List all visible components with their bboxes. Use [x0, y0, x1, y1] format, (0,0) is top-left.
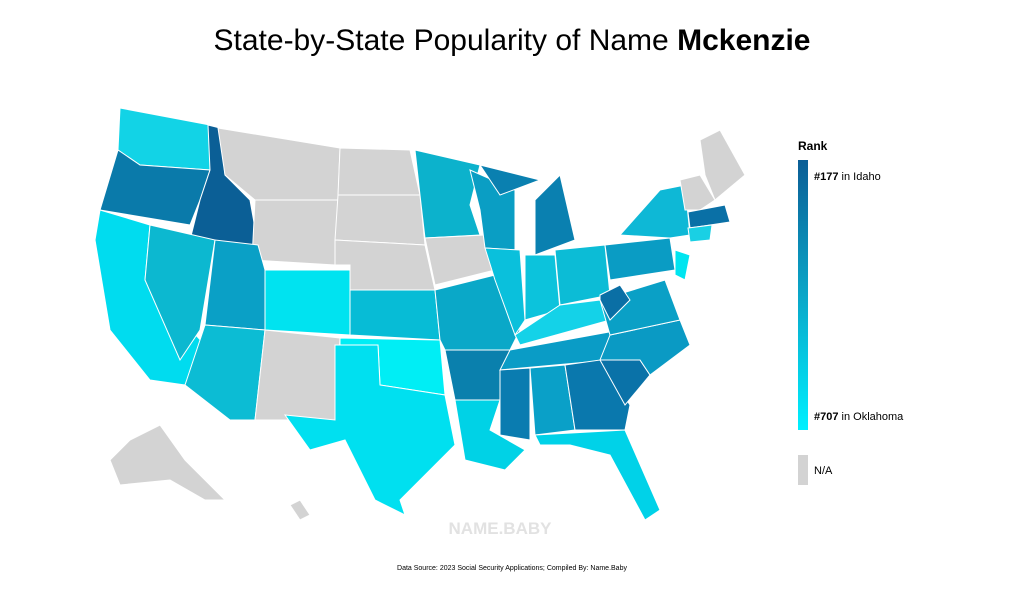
state — [699, 129, 746, 201]
legend-na: N/A — [814, 465, 833, 477]
legend-bottom-place: in Oklahoma — [842, 411, 905, 423]
watermark: NAME.BABY — [449, 519, 553, 538]
state — [564, 359, 631, 431]
state — [264, 269, 351, 336]
title: State-by-State Popularity of Name Mckenz… — [214, 24, 811, 57]
state — [484, 247, 526, 337]
state — [334, 194, 426, 246]
legend-na-swatch — [798, 455, 808, 485]
state — [414, 149, 481, 239]
state — [289, 499, 311, 521]
state — [204, 239, 266, 331]
legend: Rank #177 in Idaho #707 in Oklahoma N/A — [798, 139, 904, 485]
state — [349, 289, 441, 341]
state — [478, 164, 542, 196]
legend-top-rank: #177 — [814, 171, 838, 183]
legend-bottom-rank: #707 — [814, 411, 838, 423]
state — [679, 174, 716, 211]
title-prefix: State-by-State Popularity of Name — [214, 24, 669, 57]
state — [604, 237, 676, 281]
state — [687, 204, 731, 229]
legend-title: Rank — [798, 139, 828, 153]
state — [534, 429, 661, 521]
legend-scale — [798, 160, 808, 430]
state — [599, 279, 681, 336]
state — [599, 284, 631, 321]
state — [144, 224, 216, 362]
legend-bottom: #707 in Oklahoma — [814, 411, 904, 423]
source: Data Source: 2023 Social Security Applic… — [397, 565, 627, 572]
state — [251, 199, 339, 266]
state — [184, 324, 266, 421]
title-name: Mckenzie — [677, 24, 810, 57]
state — [687, 224, 713, 243]
legend-top-place: in Idaho — [842, 171, 881, 183]
state — [618, 184, 691, 239]
map — [94, 107, 746, 521]
state — [337, 147, 421, 196]
state — [109, 424, 227, 501]
state — [674, 249, 691, 281]
state — [534, 174, 576, 256]
legend-top: #177 in Idaho — [814, 171, 881, 183]
state — [283, 344, 456, 516]
state — [254, 329, 341, 421]
state — [499, 367, 531, 441]
